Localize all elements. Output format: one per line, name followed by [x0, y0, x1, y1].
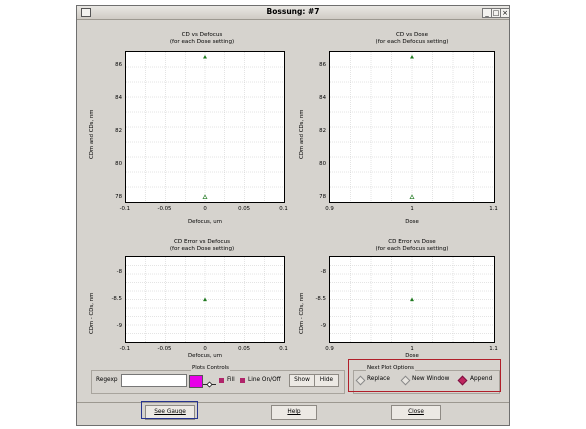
window-menu-icon[interactable] — [81, 8, 91, 17]
data-point — [410, 297, 414, 302]
y-tick-label: 86 — [319, 61, 326, 68]
footer-bar — [77, 402, 509, 427]
close-button[interactable]: Close — [391, 405, 441, 420]
cd-vs-dose-plot[interactable] — [329, 51, 495, 203]
plot-1-canvas — [126, 52, 284, 202]
new-window-label: New Window — [412, 376, 450, 382]
help-button[interactable]: Help — [271, 405, 317, 420]
x-tick-label: 1.1 — [489, 346, 498, 352]
y-tick-label: 82 — [115, 127, 122, 134]
x-tick-label: 0.9 — [325, 346, 334, 352]
plot-2-xlabel: Dose — [405, 219, 419, 225]
y-tick-label: 84 — [115, 94, 122, 101]
x-tick-label: -0.05 — [157, 346, 172, 352]
line-onoff-label: Line On/Off — [248, 377, 281, 383]
plot-2-canvas — [330, 52, 494, 202]
see-gauge-button[interactable]: See Gauge — [145, 405, 195, 420]
cd-vs-defocus-plot[interactable] — [125, 51, 285, 203]
plot-3-ylabel: CDm - CDs, nm — [89, 292, 95, 334]
y-tick-label: -8.5 — [315, 296, 326, 302]
replace-label: Replace — [367, 376, 390, 382]
x-tick-label: 0.05 — [238, 206, 251, 212]
plot-3-title: CD Error vs Defocus (for each Dose settin… — [169, 239, 235, 252]
fill-checkbox[interactable] — [219, 378, 224, 383]
regexp-input[interactable] — [121, 374, 187, 387]
x-tick-label: 1.1 — [489, 206, 498, 212]
see-gauge-highlight — [141, 401, 198, 419]
x-tick-label: -0.1 — [119, 206, 131, 212]
y-tick-label: -9 — [320, 322, 326, 329]
next-plot-options-label: Next Plot Options — [366, 365, 415, 371]
data-point — [203, 297, 207, 302]
bossung-window: Bossung: #7 _ □ × CD vs Defocus (for each… — [76, 5, 510, 426]
data-point — [203, 54, 207, 59]
y-tick-label: 84 — [319, 94, 326, 101]
plot-3-canvas — [126, 257, 284, 342]
plot-4-canvas — [330, 257, 494, 342]
title-bar: Bossung: #7 _ □ × — [77, 6, 510, 20]
plot-2-title: CD vs Dose (for each Defocus setting) — [375, 32, 449, 45]
regexp-label: Regexp — [96, 377, 118, 383]
y-tick-label: -9 — [116, 322, 122, 329]
y-tick-label: -8.5 — [111, 296, 122, 302]
x-tick-label: 1 — [410, 206, 414, 212]
plot-4-ylabel: CDm - CDs, nm — [299, 292, 305, 334]
x-tick-label: 0 — [203, 346, 207, 352]
plot-1-ylabel: CDm and CDs, nm — [89, 109, 95, 159]
y-tick-label: 80 — [115, 160, 122, 167]
x-tick-label: -0.1 — [119, 346, 131, 352]
next-plot-options-highlight — [348, 359, 501, 392]
show-button[interactable]: Show — [289, 374, 315, 387]
plot-1-title: CD vs Defocus (for each Dose setting) — [169, 32, 235, 45]
line-style-icon[interactable] — [203, 375, 216, 388]
x-tick-label: 0.1 — [279, 206, 288, 212]
cd-error-vs-defocus-plot[interactable] — [125, 256, 285, 343]
line-onoff-checkbox[interactable] — [240, 378, 245, 383]
x-tick-label: 1 — [410, 346, 414, 352]
y-tick-label: 80 — [319, 160, 326, 167]
close-icon[interactable]: × — [500, 8, 510, 18]
plots-controls-label: Plots Controls — [191, 365, 230, 371]
x-tick-label: 0.1 — [279, 346, 288, 352]
y-tick-label: -8 — [116, 269, 122, 276]
y-tick-label: 86 — [115, 61, 122, 68]
plot-3-xlabel: Defocus, um — [188, 353, 222, 359]
y-tick-label: 82 — [319, 127, 326, 134]
window-title: Bossung: #7 — [266, 7, 320, 16]
y-tick-label: -8 — [320, 269, 326, 276]
x-tick-label: -0.05 — [157, 206, 172, 212]
color-swatch[interactable] — [189, 375, 203, 388]
append-label: Append — [470, 376, 493, 382]
fill-label: Fill — [227, 377, 235, 383]
data-point — [410, 54, 414, 59]
cd-error-vs-dose-plot[interactable] — [329, 256, 495, 343]
data-point — [202, 194, 208, 199]
y-tick-label: 78 — [319, 193, 326, 200]
x-tick-label: 0.9 — [325, 206, 334, 212]
plot-4-title: CD Error vs Dose (for each Defocus settin… — [375, 239, 449, 252]
hide-button[interactable]: Hide — [314, 374, 339, 387]
next-plot-options-group — [353, 370, 500, 394]
plot-2-ylabel: CDm and CDs, nm — [299, 109, 305, 159]
x-tick-label: 0 — [203, 206, 207, 212]
y-tick-label: 78 — [115, 193, 122, 200]
plot-4-xlabel: Dose — [405, 353, 419, 359]
x-tick-label: 0.05 — [238, 346, 251, 352]
data-point — [409, 194, 415, 199]
plot-1-xlabel: Defocus, um — [188, 219, 222, 225]
